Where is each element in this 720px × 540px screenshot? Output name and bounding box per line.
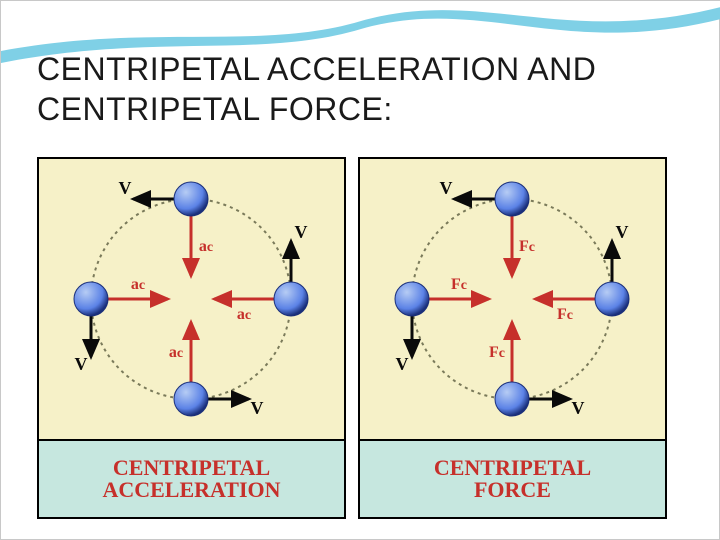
velocity-label: V <box>396 354 409 374</box>
caption-right: CENTRIPETAL FORCE <box>434 457 591 501</box>
caption-band-left: CENTRIPETAL ACCELERATION <box>39 439 344 517</box>
mass-node <box>495 382 529 416</box>
centripetal-label: Fc <box>489 344 505 361</box>
panel-right: Fc V Fc V Fc V Fc V CENTRIPETAL FORCE <box>358 157 667 519</box>
diagram-right: Fc V Fc V Fc V Fc V <box>360 159 665 439</box>
mass-node <box>174 182 208 216</box>
mass-node <box>274 282 308 316</box>
velocity-label: V <box>119 178 132 198</box>
mass-node <box>74 282 108 316</box>
circular-motion-diagram: Fc V Fc V Fc V Fc V <box>360 159 665 439</box>
slide: CENTRIPETAL ACCELERATION AND CENTRIPETAL… <box>0 0 720 540</box>
centripetal-label: Fc <box>557 306 573 323</box>
mass-node <box>595 282 629 316</box>
panels-row: ac Vac Vac Vac V CENTRIPETAL ACCELERATION Fc… <box>37 157 683 519</box>
slide-title: CENTRIPETAL ACCELERATION AND CENTRIPETAL… <box>37 49 683 129</box>
diagram-left: ac Vac Vac Vac V <box>39 159 344 439</box>
velocity-label: V <box>295 222 308 242</box>
centripetal-label: ac <box>237 306 251 323</box>
centripetal-label: Fc <box>519 238 535 255</box>
caption-left: CENTRIPETAL ACCELERATION <box>102 457 280 501</box>
velocity-label: V <box>75 354 88 374</box>
mass-node <box>495 182 529 216</box>
centripetal-label: ac <box>131 276 145 293</box>
mass-node <box>174 382 208 416</box>
velocity-label: V <box>251 398 264 418</box>
centripetal-label: ac <box>169 344 183 361</box>
velocity-label: V <box>572 398 585 418</box>
caption-band-right: CENTRIPETAL FORCE <box>360 439 665 517</box>
centripetal-label: ac <box>199 238 213 255</box>
centripetal-label: Fc <box>451 276 467 293</box>
velocity-label: V <box>616 222 629 242</box>
panel-left: ac Vac Vac Vac V CENTRIPETAL ACCELERATION <box>37 157 346 519</box>
circular-motion-diagram: ac Vac Vac Vac V <box>39 159 344 439</box>
velocity-label: V <box>440 178 453 198</box>
wave-inner <box>1 1 720 51</box>
mass-node <box>395 282 429 316</box>
